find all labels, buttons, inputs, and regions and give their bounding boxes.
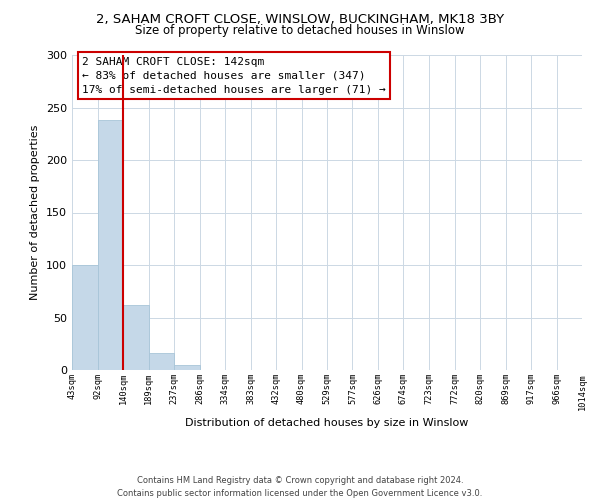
Bar <box>174 365 200 370</box>
X-axis label: Distribution of detached houses by size in Winslow: Distribution of detached houses by size … <box>185 418 469 428</box>
Text: 2, SAHAM CROFT CLOSE, WINSLOW, BUCKINGHAM, MK18 3BY: 2, SAHAM CROFT CLOSE, WINSLOW, BUCKINGHA… <box>96 12 504 26</box>
Y-axis label: Number of detached properties: Number of detached properties <box>31 125 40 300</box>
Text: Size of property relative to detached houses in Winslow: Size of property relative to detached ho… <box>135 24 465 37</box>
Bar <box>149 353 174 370</box>
Text: Contains HM Land Registry data © Crown copyright and database right 2024.
Contai: Contains HM Land Registry data © Crown c… <box>118 476 482 498</box>
Bar <box>98 120 123 370</box>
Text: 2 SAHAM CROFT CLOSE: 142sqm
← 83% of detached houses are smaller (347)
17% of se: 2 SAHAM CROFT CLOSE: 142sqm ← 83% of det… <box>82 56 386 94</box>
Bar <box>72 265 98 370</box>
Bar <box>123 305 149 370</box>
